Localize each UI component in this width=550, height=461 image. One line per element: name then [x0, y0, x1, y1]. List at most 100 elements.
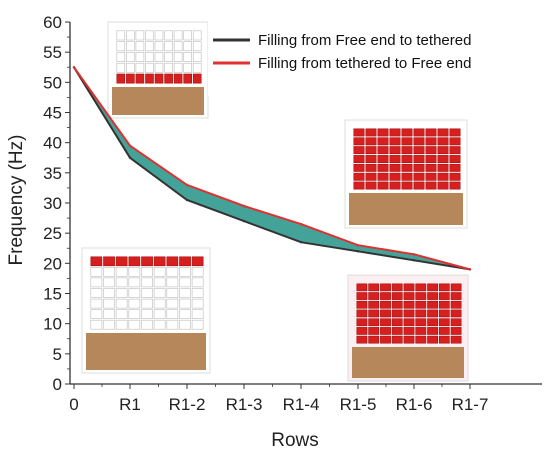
inset-cell-filled: [389, 181, 401, 190]
inset-cell-filled: [425, 172, 437, 181]
inset-cell-filled: [450, 335, 462, 344]
inset-cell-filled: [449, 137, 461, 146]
inset-cell-empty: [116, 62, 126, 73]
inset-cell-filled: [380, 292, 391, 300]
inset-cell-filled: [427, 300, 438, 309]
inset-cell-empty: [179, 298, 191, 309]
inset-cell-filled: [353, 137, 365, 146]
inset-cell-filled: [438, 327, 450, 335]
series-1-point-0: [72, 66, 76, 69]
series-1-point-7: [468, 268, 472, 271]
inset-cell-filled: [365, 181, 377, 190]
inset-cell-filled: [353, 128, 365, 137]
inset-cell-filled: [128, 256, 141, 267]
inset-cell-empty: [183, 30, 192, 41]
x-tick-label-6: R1-6: [396, 395, 433, 414]
inset-cell-filled: [135, 73, 145, 84]
inset-cell-filled: [413, 163, 425, 172]
inset-cell-filled: [401, 155, 413, 163]
inset-cell-filled: [413, 128, 425, 137]
inset-base: [86, 333, 206, 370]
series-1-point-4: [299, 222, 303, 226]
series-1-point-1: [128, 144, 132, 147]
inset-cell-empty: [128, 298, 141, 309]
inset-cell-filled: [356, 309, 368, 318]
inset-cell-empty: [128, 319, 141, 330]
inset-cell-empty: [183, 62, 192, 73]
inset-cell-empty: [191, 319, 204, 330]
inset-cell-filled: [380, 335, 391, 344]
inset-cell-filled: [413, 181, 425, 190]
inset-cell-empty: [115, 298, 128, 309]
inset-cell-filled: [415, 283, 427, 292]
legend: Filling from Free end to tethered Fillin…: [208, 20, 518, 96]
inset-cell-filled: [353, 146, 365, 155]
y-tick-label-50: 50: [43, 73, 62, 92]
inset-cell-empty: [154, 30, 164, 41]
inset-cell-filled: [425, 128, 437, 137]
series-line-1: [73, 66, 471, 271]
inset-cell-filled: [438, 292, 450, 300]
inset-cell-filled: [449, 163, 461, 172]
y-tick-label-5: 5: [53, 345, 62, 364]
inset-cell-filled: [179, 256, 191, 267]
inset-cell-filled: [377, 155, 389, 163]
inset-cell-empty: [191, 277, 204, 288]
inset-cell-filled: [449, 155, 461, 163]
inset-cell-filled: [368, 335, 380, 344]
inset-cell-filled: [353, 172, 365, 181]
band-fill: [74, 67, 470, 270]
inset-cell-filled: [403, 292, 415, 300]
inset-cell-filled: [154, 73, 164, 84]
y-tick-label-0: 0: [53, 375, 62, 394]
inset-cell-empty: [103, 298, 115, 309]
inset-cell-filled: [413, 172, 425, 181]
series-1-point-2: [185, 183, 189, 187]
inset-cell-filled: [365, 155, 377, 163]
y-tick-label-60: 60: [43, 13, 62, 32]
inset-cell-filled: [90, 256, 103, 267]
inset-cell-filled: [437, 146, 449, 155]
inset-cell-empty: [154, 52, 164, 62]
inset-cell-empty: [166, 319, 179, 330]
inset-cell-filled: [391, 292, 403, 300]
inset-2: [81, 247, 211, 374]
inset-cell-empty: [153, 298, 166, 309]
inset-cell-filled: [450, 300, 462, 309]
inset-base: [352, 347, 464, 378]
inset-cell-filled: [391, 283, 403, 292]
y-tick-label-15: 15: [43, 285, 62, 304]
inset-cell-empty: [103, 309, 115, 320]
y-tick-label-20: 20: [43, 254, 62, 273]
inset-cell-empty: [183, 52, 192, 62]
inset-cell-filled: [126, 73, 135, 84]
inset-cell-empty: [191, 298, 204, 309]
inset-cell-empty: [166, 298, 179, 309]
inset-cell-empty: [116, 30, 126, 41]
y-tick-label-55: 55: [43, 43, 62, 62]
inset-cell-empty: [192, 30, 202, 41]
inset-cell-empty: [166, 309, 179, 320]
inset-cell-filled: [356, 292, 368, 300]
inset-cell-empty: [141, 309, 153, 320]
y-tick-label-40: 40: [43, 134, 62, 153]
inset-cell-filled: [153, 256, 166, 267]
inset-cell-empty: [128, 267, 141, 277]
inset-cell-filled: [365, 128, 377, 137]
inset-cell-empty: [128, 288, 141, 298]
x-tick-label-7: R1-7: [452, 395, 489, 414]
inset-cell-empty: [126, 62, 135, 73]
inset-cell-empty: [141, 267, 153, 277]
inset-cell-filled: [368, 309, 380, 318]
inset-cell-empty: [126, 52, 135, 62]
inset-cell-filled: [401, 128, 413, 137]
inset-cell-filled: [166, 256, 179, 267]
inset-cell-filled: [403, 318, 415, 327]
inset-cell-filled: [389, 155, 401, 163]
inset-cell-filled: [191, 256, 204, 267]
inset-cell-filled: [401, 137, 413, 146]
inset-cell-empty: [145, 62, 154, 73]
inset-cell-filled: [450, 292, 462, 300]
inset-cell-filled: [356, 300, 368, 309]
inset-cell-empty: [192, 41, 202, 52]
